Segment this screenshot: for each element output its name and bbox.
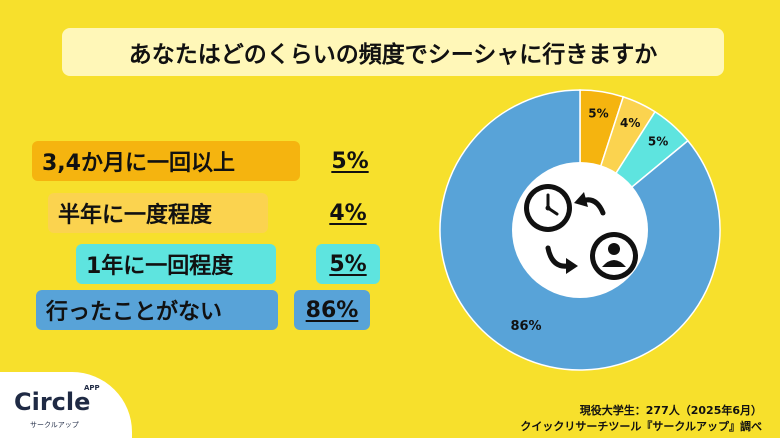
legend-row-3: 1年に一回程度 5%: [76, 244, 380, 284]
pie-center-disc: [512, 162, 648, 298]
logo-badge: APP: [84, 384, 100, 392]
source-line-1: 現役大学生：277人（2025年6月）: [579, 404, 762, 417]
pie-label-4: 86%: [510, 319, 541, 334]
legend-row-1: 3,4か月に一回以上 5%: [32, 141, 382, 181]
legend-value-1: 5%: [331, 148, 369, 174]
legend-label-3: 1年に一回程度: [76, 244, 276, 284]
legend-value-2: 4%: [329, 200, 367, 226]
logo-subtitle: サークルアップ: [30, 421, 79, 429]
pie-label-1: 5%: [588, 106, 608, 120]
pie-label-3: 5%: [648, 134, 668, 148]
arrow-icon: [545, 245, 578, 274]
legend-label-1: 3,4か月に一回以上: [32, 141, 300, 181]
logo-wordmark: Circle: [14, 388, 91, 416]
legend-label-4: 行ったことがない: [36, 290, 278, 330]
legend-row-4: 行ったことがない 86%: [36, 290, 370, 330]
source-line-2: クイックリサーチツール『サークルアップ』調べ: [520, 420, 762, 433]
legend-value-3: 5%: [316, 244, 380, 284]
legend-label-2: 半年に一度程度: [48, 193, 268, 233]
person-icon: [590, 232, 638, 280]
legend-value-4: 86%: [294, 290, 370, 330]
clock-icon: [524, 184, 572, 232]
arrow-icon: [574, 192, 606, 216]
pie-label-2: 4%: [620, 116, 640, 130]
legend-row-2: 半年に一度程度 4%: [48, 193, 380, 233]
chart-title: あなたはどのくらいの頻度でシーシャに行きますか: [62, 28, 724, 76]
